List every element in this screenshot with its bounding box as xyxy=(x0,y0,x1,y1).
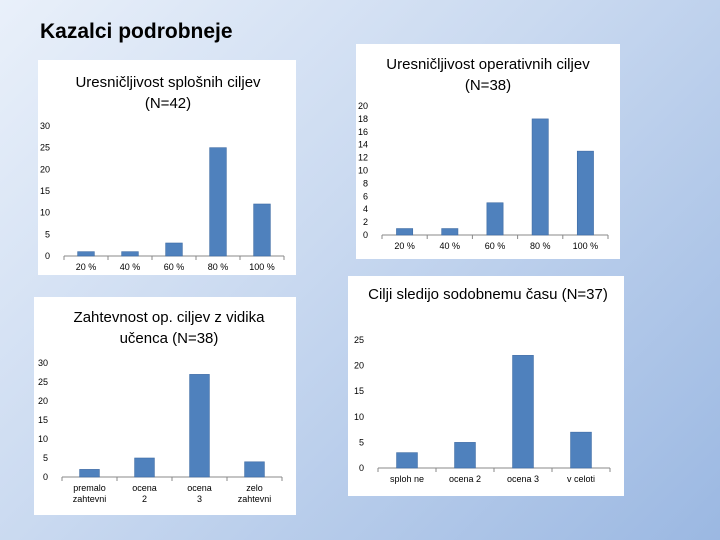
y-tick-label: 15 xyxy=(354,386,364,396)
x-tick-label: 20 % xyxy=(76,262,97,272)
y-tick-label: 10 xyxy=(354,412,364,422)
bar xyxy=(77,251,95,257)
x-tick-label: premalo zahtevni xyxy=(73,483,107,504)
bar xyxy=(396,228,414,236)
y-tick-label: 25 xyxy=(40,143,50,153)
chart-svg: 0 5 10 15 20 25 sploh ne ocena 2 ocena 3 v celoti xyxy=(354,335,611,484)
x-tick-label: ocena 2 xyxy=(449,474,481,484)
chart-panel-general-goals: Uresničljivost splošnih ciljev (N=42) 0 5… xyxy=(38,60,296,275)
bar xyxy=(454,442,476,469)
x-tick-label: ocena 2 xyxy=(132,483,157,504)
x-tick-label: 80 % xyxy=(530,241,551,251)
x-tick-label: 20 % xyxy=(394,241,415,251)
x-tick-label: 100 % xyxy=(573,241,599,251)
bar xyxy=(486,202,504,236)
chart-panel-modern-times: Cilji sledijo sodobnemu času (N=37) 0 5 10… xyxy=(348,276,624,496)
chart-svg: 0 5 10 15 20 25 30 20 % 40 % 60 % 80 % 100 % xyxy=(40,121,285,272)
chart-panel-operational-goals: Uresničljivost operativnih ciljev (N=38)… xyxy=(356,44,620,259)
bar xyxy=(531,118,549,236)
chart-title: Uresničljivost operativnih ciljev (N=38) xyxy=(386,56,590,94)
x-tick-label-line: zahtevni xyxy=(238,494,272,504)
y-tick-label: 25 xyxy=(38,377,48,387)
bar xyxy=(396,452,418,469)
x-tick-label: 100 % xyxy=(249,262,275,272)
bar xyxy=(121,251,139,257)
y-tick-label: 5 xyxy=(359,437,364,447)
bar xyxy=(79,469,100,478)
y-tick-label: 20 xyxy=(38,396,48,406)
y-tick-label: 8 xyxy=(363,178,368,188)
x-tick-label: ocena 3 xyxy=(187,483,212,504)
y-tick-label: 30 xyxy=(40,121,50,131)
x-tick-label-line: ocena xyxy=(187,483,212,493)
bar xyxy=(570,431,592,469)
chart-panel-difficulty: Zahtevnost op. ciljev z vidika učenca (N… xyxy=(34,297,296,515)
y-tick-label: 0 xyxy=(363,230,368,240)
x-tick-label-line: 2 xyxy=(142,494,147,504)
bar xyxy=(209,147,227,257)
y-tick-label: 2 xyxy=(363,217,368,227)
bar xyxy=(253,203,271,257)
x-tick-label-line: ocena xyxy=(132,483,157,493)
y-tick-label: 10 xyxy=(358,166,368,176)
y-tick-label: 15 xyxy=(38,415,48,425)
x-tick-label: 40 % xyxy=(440,241,461,251)
y-tick-label: 5 xyxy=(45,229,50,239)
x-tick-label: 60 % xyxy=(164,262,185,272)
y-tick-label: 0 xyxy=(359,463,364,473)
y-tick-label: 18 xyxy=(358,114,368,124)
y-tick-label: 0 xyxy=(45,251,50,261)
bar xyxy=(512,355,534,469)
y-tick-label: 14 xyxy=(358,140,368,150)
x-tick-label: zelo zahtevni xyxy=(238,483,272,504)
bar xyxy=(441,228,459,236)
x-tick-label: ocena 3 xyxy=(507,474,539,484)
y-tick-label: 15 xyxy=(40,186,50,196)
y-tick-label: 25 xyxy=(354,335,364,345)
x-tick-label-line: 3 xyxy=(197,494,202,504)
y-tick-label: 5 xyxy=(43,453,48,463)
y-tick-label: 0 xyxy=(43,472,48,482)
y-tick-label: 6 xyxy=(363,191,368,201)
chart-title: Cilji sledijo sodobnemu času (N=37) xyxy=(368,286,608,303)
slide-title: Kazalci podrobneje xyxy=(40,20,233,43)
y-tick-label: 16 xyxy=(358,127,368,137)
bar xyxy=(189,374,210,478)
x-tick-label: v celoti xyxy=(567,474,595,484)
y-tick-label: 10 xyxy=(40,208,50,218)
bar xyxy=(134,457,155,478)
x-tick-label-line: premalo xyxy=(73,483,106,493)
x-tick-label: 60 % xyxy=(485,241,506,251)
bar xyxy=(244,461,265,478)
x-tick-label: sploh ne xyxy=(390,474,424,484)
y-tick-label: 20 xyxy=(354,361,364,371)
x-tick-label: 40 % xyxy=(120,262,141,272)
y-tick-label: 12 xyxy=(358,153,368,163)
x-tick-label-line: zelo xyxy=(246,483,263,493)
chart-svg: 0 2 4 6 8 10 12 14 16 18 20 20 % 40 % 60 % 80 % 100 % xyxy=(358,101,609,251)
bar xyxy=(165,242,183,257)
y-tick-label: 20 xyxy=(358,101,368,111)
y-tick-label: 4 xyxy=(363,204,368,214)
bar xyxy=(576,150,594,236)
y-tick-label: 30 xyxy=(38,358,48,368)
chart-title: Zahtevnost op. ciljev z vidika učenca (N… xyxy=(73,309,265,347)
y-tick-label: 10 xyxy=(38,434,48,444)
x-tick-label-line: zahtevni xyxy=(73,494,107,504)
y-tick-label: 20 xyxy=(40,164,50,174)
x-tick-label: 80 % xyxy=(208,262,229,272)
chart-title: Uresničljivost splošnih ciljev (N=42) xyxy=(75,74,261,112)
